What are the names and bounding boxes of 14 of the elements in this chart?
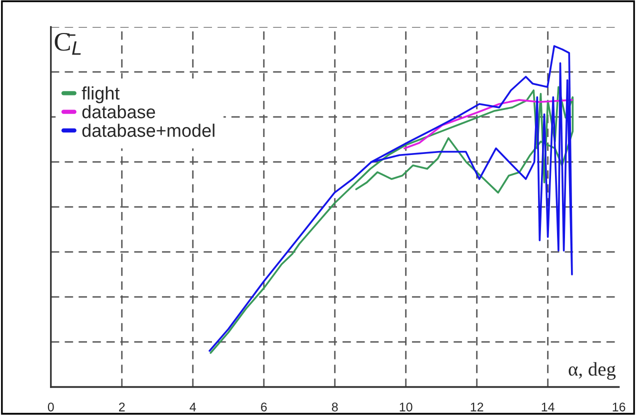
x-tick-label: 2 (119, 402, 125, 412)
legend-label: flight (82, 86, 120, 104)
x-tick-label: 0 (48, 402, 54, 412)
x-tick-label: 14 (542, 402, 554, 412)
y-axis-title: C̄$_{L}$ (54, 33, 81, 55)
legend-label: database (82, 105, 156, 118)
x-tick-label: 6 (261, 402, 267, 412)
legend-label: database+model (82, 124, 214, 137)
x-axis-title: α, deg (568, 362, 616, 380)
x-tick-label: 4 (190, 402, 196, 412)
x-tick-label: 10 (400, 402, 412, 412)
x-tick-label: 16 (612, 402, 626, 412)
x-tick-label: 12 (470, 402, 484, 412)
x-tick-label: 8 (332, 402, 338, 412)
